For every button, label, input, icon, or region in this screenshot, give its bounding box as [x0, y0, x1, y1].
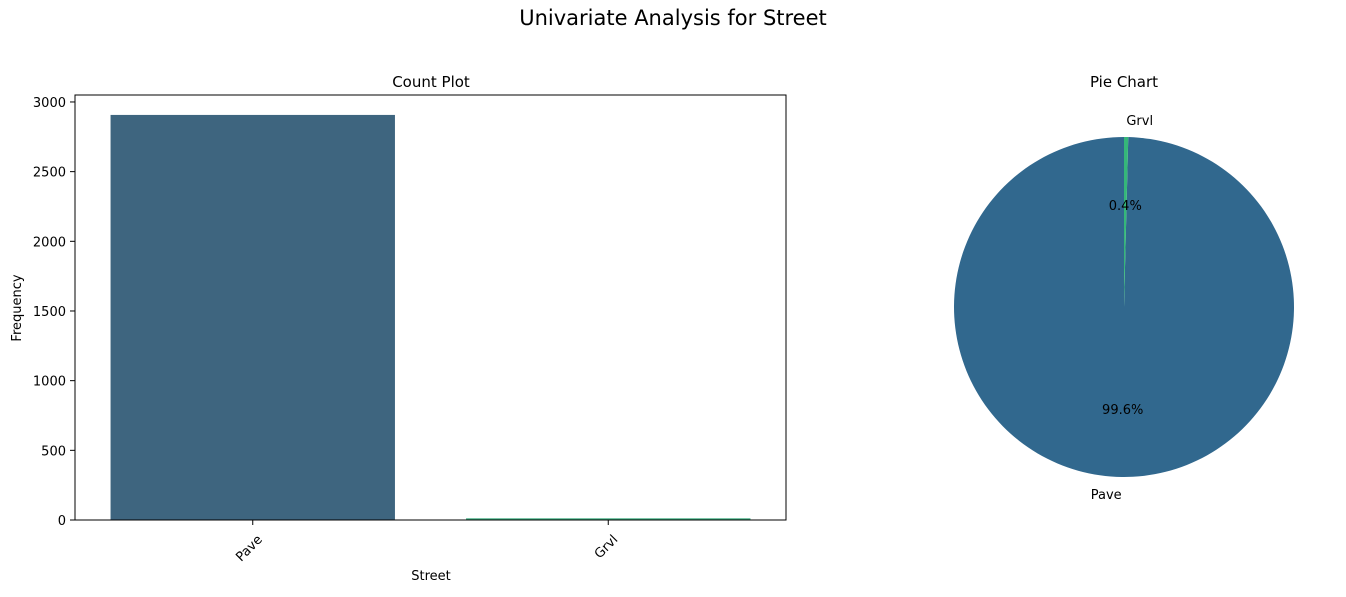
y-tick-label: 0 — [58, 514, 66, 529]
count-plot-frame — [74, 94, 787, 521]
pie-label-grvl: Grvl — [1126, 114, 1153, 129]
pie-label-pave: Pave — [1091, 488, 1122, 503]
x-tick-label: Grvl — [592, 532, 622, 562]
pie-slice-pave — [954, 137, 1295, 478]
pie-slices — [954, 137, 1295, 478]
pie-slice-grvl — [1124, 137, 1129, 307]
pie-labels: Pave 99.6% Grvl 0.4% — [1091, 114, 1153, 503]
pie-chart: Pie Chart Pave 99.6% Grvl 0.4% — [954, 73, 1295, 503]
x-axis-ticks: Pave Grvl — [233, 520, 621, 565]
y-tick-label: 1000 — [33, 375, 66, 390]
y-tick-label: 500 — [41, 444, 66, 459]
figure-title: Univariate Analysis for Street — [519, 6, 827, 30]
pie-pct-grvl: 0.4% — [1109, 199, 1142, 214]
y-axis-label: Frequency — [10, 274, 25, 341]
bar-pave — [110, 114, 395, 520]
y-axis-ticks: 0 500 1000 1500 2000 2500 3000 — [33, 96, 75, 529]
pie-pct-pave: 99.6% — [1102, 403, 1143, 418]
pie-chart-title: Pie Chart — [1090, 73, 1158, 91]
bar-marks — [110, 114, 751, 520]
y-tick-label: 3000 — [33, 96, 66, 111]
x-axis-label: Street — [411, 569, 451, 584]
x-tick-label: Pave — [233, 532, 265, 564]
y-tick-label: 2500 — [33, 166, 66, 181]
bar-grvl — [466, 518, 751, 520]
y-tick-label: 2000 — [33, 235, 66, 250]
count-plot-title: Count Plot — [392, 73, 470, 91]
y-tick-label: 1500 — [33, 305, 66, 320]
count-plot: Count Plot 0 500 1000 1500 2000 2500 3000 Pave… — [10, 73, 787, 584]
